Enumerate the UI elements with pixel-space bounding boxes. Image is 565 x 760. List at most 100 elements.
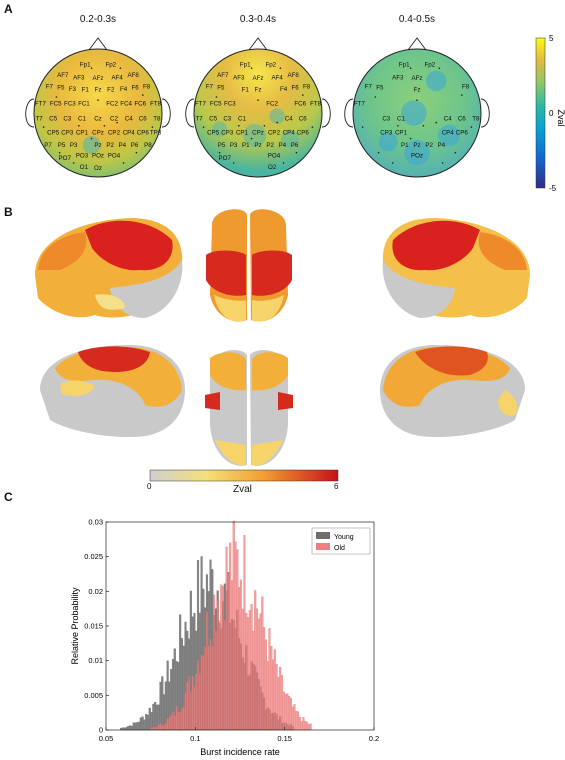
topomap-title-2: 0.3-0.4s: [239, 14, 277, 25]
electrode-label: Fp1: [80, 62, 91, 69]
electrode-label: CP2: [108, 129, 121, 136]
electrode-label: F8: [462, 83, 470, 90]
electrode-label: TP8: [150, 129, 162, 136]
electrode-label: Oz: [94, 165, 102, 172]
electrode-dot: [461, 94, 463, 96]
electrode-dot: [257, 99, 259, 101]
electrode-label: CP1: [76, 129, 89, 136]
electrode-dot: [409, 67, 412, 69]
histogram-bar-old: [168, 716, 171, 731]
histogram-bar-young: [130, 725, 133, 731]
electrode-label: Fz: [414, 87, 421, 94]
electrode-label: FT8: [150, 101, 162, 108]
histogram-bar-old: [227, 572, 230, 731]
histogram-bar-old: [195, 673, 198, 731]
histogram-bar-old: [229, 542, 232, 731]
histogram-bar-old: [309, 723, 312, 731]
electrode-dot: [55, 96, 58, 98]
electrode-label: AF4: [112, 74, 124, 81]
topo-low-patch: [211, 121, 228, 137]
electrode-label: PO7: [59, 155, 72, 162]
electrode-label: P5: [58, 142, 66, 149]
electrode-label: F6: [132, 85, 140, 92]
electrode-label: F2: [107, 87, 115, 94]
electrode-dot: [122, 162, 125, 164]
electrode-dot: [435, 121, 438, 124]
histogram-bar-old: [170, 715, 173, 731]
histogram-bar-old: [205, 611, 208, 731]
electrode-label: C5: [49, 115, 57, 122]
histogram-bar-old: [221, 586, 225, 731]
histogram-bar-old: [184, 692, 187, 731]
electrode-dot: [218, 151, 221, 154]
electrode-dot: [116, 121, 118, 124]
histogram-bar-old: [211, 645, 214, 731]
electrode-label: Fz: [255, 87, 262, 94]
electrode-dot: [282, 162, 285, 164]
electrode-dot: [151, 126, 154, 128]
topomap-1: Fp1 Fp2 AF7 AF3 AFz AF4 AF8 F7 F5 F3 F1 Fz F2 F4 F6 F8 F…: [25, 37, 171, 178]
electrode-dot: [202, 126, 205, 128]
panel-label-b: B: [4, 205, 13, 219]
histogram-bar-old: [180, 708, 183, 731]
histogram-bar-old: [225, 546, 228, 731]
histogram-bar-old: [175, 706, 178, 731]
electrode-dot: [391, 162, 394, 164]
topo-low-patch: [425, 70, 447, 92]
electrode-label: CP4: [283, 129, 296, 136]
histogram-bar-old: [248, 610, 251, 731]
histogram-bar-old: [204, 646, 207, 731]
electrode-label: C4: [444, 115, 452, 122]
electrode-label: F4: [120, 86, 128, 93]
histogram-bar-old: [297, 711, 300, 731]
electrode-dot: [361, 126, 364, 128]
histogram-bar-old: [264, 639, 267, 731]
histogram-bar-old: [279, 666, 282, 731]
electrode-label: P6: [131, 142, 139, 149]
electrode-label: F6: [292, 85, 300, 92]
x-axis-label: Burst incidence rate: [200, 747, 280, 757]
x-tick-label: 0.15: [277, 734, 292, 743]
histogram-bar-young: [136, 722, 139, 731]
electrode-label: FC3: [64, 101, 76, 108]
histogram-bar-old: [270, 646, 273, 731]
electrode-label: Pz: [94, 142, 101, 149]
histogram-bar-old: [252, 631, 255, 731]
histogram-bar-old: [298, 717, 301, 731]
electrode-label: T8: [472, 115, 480, 122]
electrode-label: F5: [376, 85, 384, 92]
electrode-label: CP1: [395, 129, 408, 136]
histogram-bar-old: [284, 693, 287, 731]
electrode-label: FC6: [134, 101, 146, 108]
electrode-label: F3: [69, 86, 77, 93]
histogram-bar-old: [166, 718, 169, 731]
electrode-label: AF3: [73, 74, 85, 81]
electrode-dot: [276, 121, 279, 124]
electrode-label: CPz: [252, 129, 264, 136]
histogram-bar-old: [259, 613, 262, 731]
histogram-bar-old: [282, 691, 285, 731]
electrode-label: C1: [238, 115, 246, 122]
electrode-dot: [416, 99, 418, 101]
electrode-label: P3: [70, 142, 78, 149]
series-old: [150, 520, 312, 731]
electrode-label: Fp2: [105, 62, 116, 69]
electrode-label: AF8: [288, 72, 300, 79]
histogram-bar-old: [293, 704, 296, 731]
nose-shape: [248, 37, 268, 51]
histogram-bar-old: [193, 686, 196, 731]
topo-low-patch: [281, 129, 299, 148]
electrode-dot: [302, 94, 304, 96]
electrode-dot: [119, 67, 122, 69]
electrode-label: P6: [291, 142, 299, 149]
electrode-label: CP2: [268, 129, 281, 136]
electrode-label: F4: [280, 86, 288, 93]
electrode-dot: [311, 126, 314, 128]
left-ear-shape: [25, 98, 35, 128]
histogram-bar-old: [155, 726, 158, 731]
electrode-label: F1: [82, 87, 90, 94]
electrode-label: AF8: [128, 72, 140, 79]
electrode-label: F7: [46, 83, 54, 90]
electrode-label: Pz: [413, 142, 420, 149]
electrode-label: FT8: [310, 101, 322, 108]
